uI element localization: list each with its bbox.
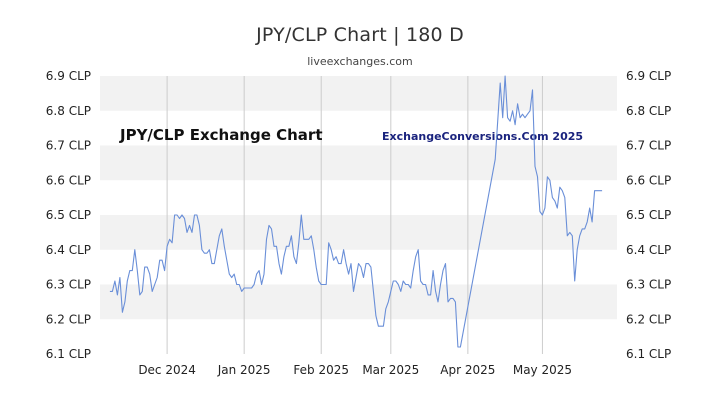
band [100, 145, 617, 181]
band [100, 76, 617, 111]
x-tick-label: Jan 2025 [217, 363, 271, 377]
x-axis: Dec 2024 Jan 2025 Feb 2025 Mar 2025 Apr 2025… [138, 363, 572, 377]
y-tick-label-left: 6.8 CLP [46, 104, 91, 118]
y-tick-label-left: 6.5 CLP [46, 208, 91, 222]
y-tick-label-left: 6.4 CLP [46, 243, 91, 257]
watermark-right: ExchangeConversions.Com 2025 [382, 130, 583, 143]
background-bands [100, 76, 617, 320]
chart-title: JPY/CLP Chart | 180 D [256, 24, 464, 46]
y-tick-label-right: 6.5 CLP [626, 208, 671, 222]
y-tick-label-left: 6.2 CLP [46, 312, 91, 326]
x-tick-label: Dec 2024 [138, 363, 196, 377]
y-tick-label-right: 6.4 CLP [626, 243, 671, 257]
y-axis-left: 6.9 CLP 6.8 CLP 6.7 CLP 6.6 CLP 6.5 CLP 6.4 C… [46, 69, 91, 361]
y-tick-label-right: 6.8 CLP [626, 104, 671, 118]
y-tick-label-left: 6.3 CLP [46, 278, 91, 292]
y-tick-label-right: 6.9 CLP [626, 69, 671, 83]
x-tick-label: Feb 2025 [293, 363, 349, 377]
series-path [109, 75, 603, 348]
watermark-left: JPY/CLP Exchange Chart [119, 126, 323, 144]
y-tick-label-right: 6.3 CLP [626, 278, 671, 292]
y-tick-label-left: 6.9 CLP [46, 69, 91, 83]
y-tick-label-right: 6.1 CLP [626, 347, 671, 361]
band [100, 284, 617, 320]
x-tick-label: Mar 2025 [362, 363, 419, 377]
series-line [109, 75, 603, 348]
chart-subtitle: liveexchanges.com [307, 55, 413, 68]
y-tick-label-right: 6.6 CLP [626, 173, 671, 187]
y-axis-right: 6.9 CLP 6.8 CLP 6.7 CLP 6.6 CLP 6.5 CLP 6.4 C… [626, 69, 671, 361]
y-tick-label-left: 6.1 CLP [46, 347, 91, 361]
x-tick-label: May 2025 [513, 363, 572, 377]
y-tick-label-left: 6.7 CLP [46, 139, 91, 153]
y-tick-label-right: 6.7 CLP [626, 139, 671, 153]
y-tick-label-left: 6.6 CLP [46, 173, 91, 187]
y-tick-label-right: 6.2 CLP [626, 312, 671, 326]
band [100, 215, 617, 250]
x-tick-label: Apr 2025 [440, 363, 495, 377]
